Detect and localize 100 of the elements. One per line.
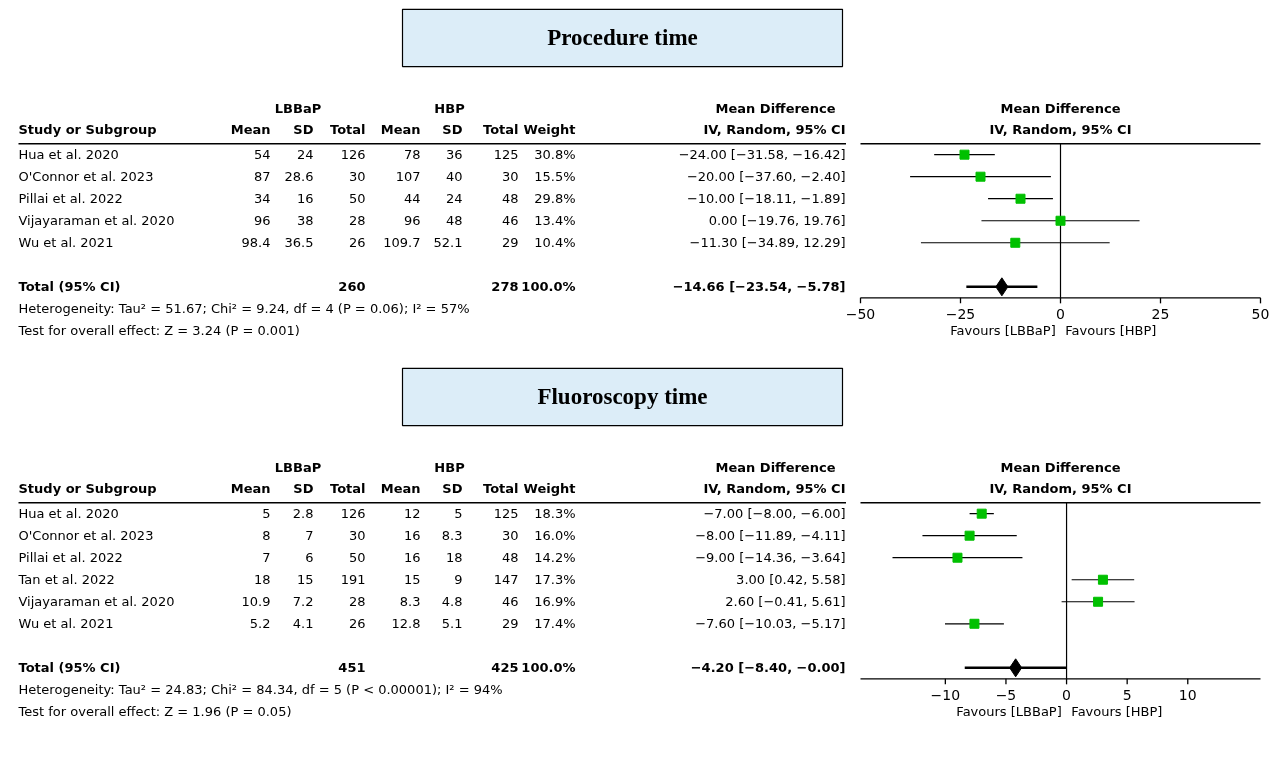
x-tick-label: 50 [1251, 306, 1270, 323]
category-label: O'Connor et al. 2023 [18, 169, 154, 185]
text: HBP [434, 100, 465, 116]
point [1010, 237, 1021, 248]
data-label: 44 [403, 191, 421, 207]
x-tick-label: −25 [945, 306, 976, 323]
data-label: 8.3 [441, 528, 463, 544]
category-label: Vijayaraman et al. 2020 [18, 594, 175, 610]
data-label: 96 [403, 213, 421, 229]
x-tick-label: 25 [1151, 306, 1170, 323]
data-label: 24 [445, 191, 463, 207]
data-label: 5.1 [441, 616, 463, 632]
data-label: 107 [395, 169, 421, 185]
point [976, 508, 987, 519]
data-label: 17.3% [534, 572, 576, 588]
text: SD [293, 121, 314, 137]
data-label: 34 [253, 191, 271, 207]
data-label: −9.00 [−14.36, −3.64] [695, 550, 846, 566]
data-label: 8.3 [399, 594, 421, 610]
data-label: 36.5 [284, 235, 314, 251]
data-label: 48 [501, 550, 519, 566]
category-label: Tan et al. 2022 [17, 572, 115, 588]
data-label: 52.1 [433, 235, 463, 251]
data-label: 5 [262, 506, 271, 522]
category-label: Total (95% CI) [18, 660, 121, 676]
text: Test for overall effect: Z = 3.24 (P = 0.001) [17, 323, 300, 339]
text: Heterogeneity: Tau² = 51.67; Chi² = 9.24, df = 4 (P = 0.06); I² = 57% [18, 301, 470, 317]
data-label: 30 [501, 528, 519, 544]
data-label: 5 [454, 506, 463, 522]
category-label: Hua et al. 2020 [18, 506, 119, 522]
text: LBBaP [274, 459, 322, 475]
x-tick-label: −5 [995, 687, 1017, 704]
data-label: 46 [501, 594, 519, 610]
data-label: 29 [501, 235, 519, 251]
x-tick-label: 10 [1178, 687, 1197, 704]
text: Mean [380, 480, 421, 496]
data-label: 109.7 [383, 235, 421, 251]
data-label: 8 [262, 528, 271, 544]
data-label: 278 [491, 279, 519, 295]
data-label: 12.8 [391, 616, 421, 632]
data-label: 78 [403, 147, 421, 163]
data-label: 10.9 [241, 594, 271, 610]
data-label: 4.8 [441, 594, 463, 610]
data-label: 50 [348, 191, 366, 207]
x-tick-label: −50 [845, 306, 876, 323]
text: Total [329, 121, 366, 137]
data-label: 26 [348, 616, 366, 632]
data-label: 12 [403, 506, 421, 522]
data-label: 46 [501, 213, 519, 229]
data-label: −11.30 [−34.89, 12.29] [689, 235, 846, 251]
text: HBP [434, 459, 465, 475]
point [959, 149, 970, 160]
text: Favours [LBBaP] [950, 323, 1056, 339]
point [964, 530, 975, 541]
data-label: 15.5% [534, 169, 576, 185]
category-label: Hua et al. 2020 [18, 147, 119, 163]
text: Mean [380, 121, 421, 137]
data-label: 100.0% [521, 660, 576, 676]
series-label: Mean [230, 480, 271, 496]
category-label: Vijayaraman et al. 2020 [18, 213, 175, 229]
data-label: 18 [253, 572, 271, 588]
data-label: 425 [491, 660, 519, 676]
data-label: 28 [348, 594, 366, 610]
data-label: 15 [403, 572, 421, 588]
point [1055, 215, 1066, 226]
data-label: 16 [403, 550, 421, 566]
category-label: Pillai et al. 2022 [18, 550, 123, 566]
point [975, 171, 986, 182]
data-label: 7 [305, 528, 314, 544]
text: LBBaP [274, 100, 322, 116]
data-label: 54 [253, 147, 271, 163]
data-label: 6 [305, 550, 314, 566]
data-label: 2.8 [292, 506, 314, 522]
data-label: 50 [348, 550, 366, 566]
data-label: 18.3% [534, 506, 576, 522]
data-label: −10.00 [−18.11, −1.89] [686, 191, 846, 207]
data-label: 96 [253, 213, 271, 229]
category-label: Wu et al. 2021 [18, 616, 114, 632]
point [1009, 658, 1023, 678]
data-label: 16 [296, 191, 314, 207]
text: Procedure time [547, 25, 698, 51]
data-label: −14.66 [−23.54, −5.78] [672, 279, 846, 295]
data-label: 125 [493, 506, 519, 522]
category-label: Pillai et al. 2022 [18, 191, 123, 207]
point [995, 277, 1009, 297]
data-label: 126 [340, 506, 366, 522]
data-label: 29 [501, 616, 519, 632]
data-label: 48 [501, 191, 519, 207]
x-tick-label: 0 [1062, 687, 1072, 704]
data-label: −20.00 [−37.60, −2.40] [686, 169, 846, 185]
point [969, 618, 980, 629]
data-label: 14.2% [534, 550, 576, 566]
data-label: 40 [445, 169, 463, 185]
data-label: 126 [340, 147, 366, 163]
data-label: 24 [296, 147, 314, 163]
data-label: 30.8% [534, 147, 576, 163]
text: Weight [523, 121, 576, 137]
data-label: 3.00 [0.42, 5.58] [736, 572, 846, 588]
data-label: 10.4% [534, 235, 576, 251]
data-label: 2.60 [−0.41, 5.61] [725, 594, 846, 610]
